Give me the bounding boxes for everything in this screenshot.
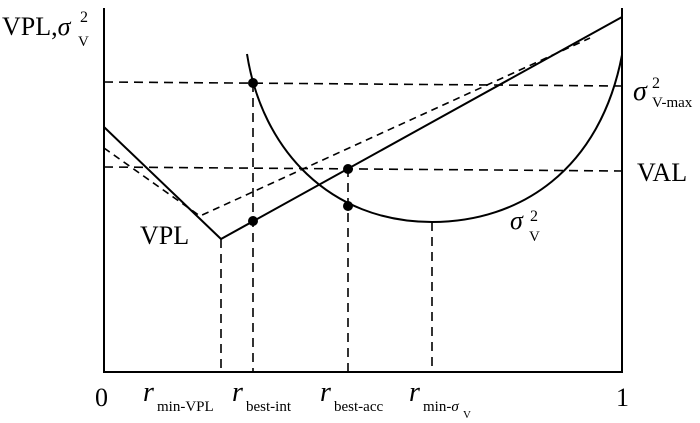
y-axis-sup: 2: [80, 9, 88, 26]
sigma-max-line: [103, 81, 623, 87]
point-best-int-sigma: [248, 78, 258, 88]
vpl-curve: [103, 16, 623, 241]
y-axis-label: VPL,σ: [2, 12, 72, 41]
svg-text:best-int: best-int: [246, 399, 292, 415]
svg-text:min-VPL: min-VPL: [157, 399, 214, 415]
x-label-r-best-acc: r best-acc: [320, 377, 383, 415]
sigma-squared-curve: [246, 53, 623, 224]
svg-text:V: V: [463, 409, 471, 421]
x-label-r-best-int: r best-int: [232, 377, 292, 415]
svg-text:min-σ: min-σ: [423, 399, 459, 415]
sigma-max-symbol: σ: [633, 76, 648, 107]
x-label-r-min-sigma: r min-σ V: [409, 377, 471, 421]
point-best-acc-sigma: [343, 201, 353, 211]
x-label-zero: 0: [95, 383, 108, 412]
svg-text:best-acc: best-acc: [334, 399, 383, 415]
curve-sigma-sup: 2: [530, 208, 538, 225]
svg-text:r: r: [143, 377, 154, 408]
svg-text:r: r: [409, 377, 420, 408]
curve-sigma-sub: V: [529, 229, 540, 245]
x-label-r-min-vpl: r min-VPL: [143, 377, 214, 415]
x-label-one: 1: [616, 383, 629, 412]
svg-text:r: r: [232, 377, 243, 408]
val-line: [103, 166, 623, 172]
point-best-acc-vpl: [343, 164, 353, 174]
vpl-label: VPL: [140, 221, 189, 250]
val-label: VAL: [637, 158, 687, 187]
point-best-int-vpl: [248, 216, 258, 226]
vpl-dashed-curve: [103, 37, 591, 217]
curve-sigma-symbol: σ: [510, 206, 524, 235]
y-axis-sub: V: [78, 34, 89, 50]
sigma-max-sub: V-max: [652, 95, 693, 111]
sigma-max-sup: 2: [652, 75, 660, 92]
svg-text:r: r: [320, 377, 331, 408]
